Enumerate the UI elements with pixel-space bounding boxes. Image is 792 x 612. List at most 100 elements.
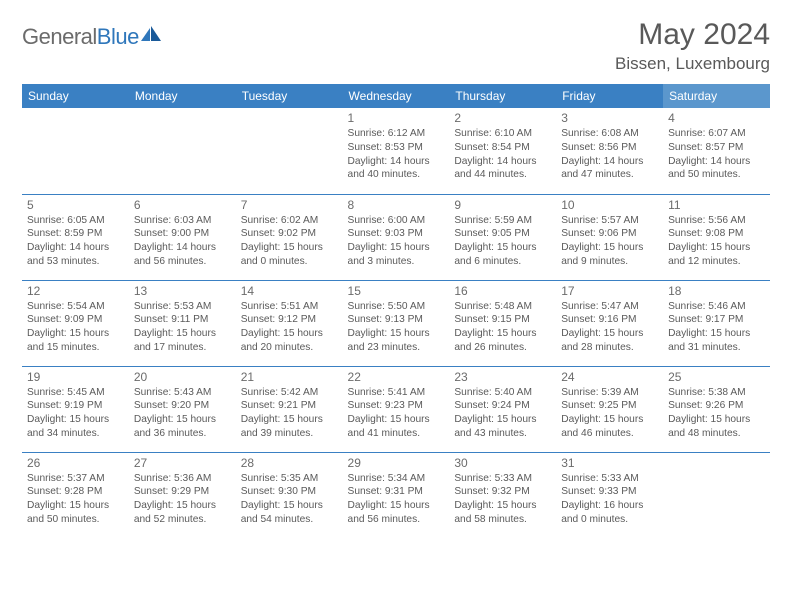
day-cell: 25Sunrise: 5:38 AMSunset: 9:26 PMDayligh… [663,366,770,452]
calendar-table: Sunday Monday Tuesday Wednesday Thursday… [22,84,770,538]
day-detail: Sunrise: 6:12 AMSunset: 8:53 PMDaylight:… [348,127,445,182]
day-cell: 30 Sunrise: 5:33 AMSunset: 9:32 PMDayligh… [449,452,556,538]
week-row: 5 Sunrise: 6:05 AMSunset: 8:59 PMDaylight… [22,194,770,280]
day-detail: Sunrise: 5:53 AMSunset: 9:11 PMDaylight:… [134,300,231,355]
day-number: 6 [134,198,231,212]
day-detail: Sunrise: 6:02 AMSunset: 9:02 PMDaylight:… [241,214,338,269]
header: GeneralBlue May 2024 Bissen, Luxembourg [22,18,770,74]
day-cell: 20 Sunrise: 5:43 AMSunset: 9:20 PMDayligh… [129,366,236,452]
logo-text-blue: Blue [97,24,139,50]
day-detail: Sunrise: 5:40 AMSunset: 9:24 PMDaylight:… [454,386,551,441]
day-detail: Sunrise: 6:00 AMSunset: 9:03 PMDaylight:… [348,214,445,269]
day-detail: Sunrise: 5:51 AMSunset: 9:12 PMDaylight:… [241,300,338,355]
day-cell: 24 Sunrise: 5:39 AMSunset: 9:25 PMDayligh… [556,366,663,452]
day-cell: 12 Sunrise: 5:54 AMSunset: 9:09 PMDayligh… [22,280,129,366]
week-row: 1 Sunrise: 6:12 AMSunset: 8:53 PMDaylight… [22,108,770,194]
day-detail: Sunrise: 6:03 AMSunset: 9:00 PMDaylight:… [134,214,231,269]
day-number: 4 [668,111,765,125]
day-detail: Sunrise: 6:07 AMSunset: 8:57 PMDaylight:… [668,127,765,182]
day-detail: Sunrise: 5:57 AMSunset: 9:06 PMDaylight:… [561,214,658,269]
day-number: 2 [454,111,551,125]
day-number: 24 [561,370,658,384]
dayheader-fri: Friday [556,84,663,108]
day-detail: Sunrise: 5:33 AMSunset: 9:32 PMDaylight:… [454,472,551,527]
week-row: 12 Sunrise: 5:54 AMSunset: 9:09 PMDayligh… [22,280,770,366]
location: Bissen, Luxembourg [615,54,770,74]
day-cell: 19 Sunrise: 5:45 AMSunset: 9:19 PMDayligh… [22,366,129,452]
day-number: 19 [27,370,124,384]
day-detail: Sunrise: 5:59 AMSunset: 9:05 PMDaylight:… [454,214,551,269]
day-number: 16 [454,284,551,298]
day-cell [22,108,129,194]
dayheader-tue: Tuesday [236,84,343,108]
day-number: 8 [348,198,445,212]
day-detail: Sunrise: 5:50 AMSunset: 9:13 PMDaylight:… [348,300,445,355]
day-number: 18 [668,284,765,298]
day-number: 26 [27,456,124,470]
week-row: 26Sunrise: 5:37 AMSunset: 9:28 PMDayligh… [22,452,770,538]
logo-sail-icon [141,26,163,47]
day-number: 1 [348,111,445,125]
logo-text-general: General [22,24,97,50]
day-cell: 15 Sunrise: 5:50 AMSunset: 9:13 PMDayligh… [343,280,450,366]
day-cell [663,452,770,538]
day-detail: Sunrise: 5:48 AMSunset: 9:15 PMDaylight:… [454,300,551,355]
day-cell [129,108,236,194]
day-cell: 31 Sunrise: 5:33 AMSunset: 9:33 PMDayligh… [556,452,663,538]
day-number: 30 [454,456,551,470]
day-number: 28 [241,456,338,470]
day-number: 15 [348,284,445,298]
dayheader-sat: Saturday [663,84,770,108]
day-number: 11 [668,198,765,212]
day-detail: Sunrise: 5:39 AMSunset: 9:25 PMDaylight:… [561,386,658,441]
month-title: May 2024 [615,18,770,52]
day-cell: 21Sunrise: 5:42 AMSunset: 9:21 PMDayligh… [236,366,343,452]
day-detail: Sunrise: 5:45 AMSunset: 9:19 PMDaylight:… [27,386,124,441]
day-detail: Sunrise: 5:46 AMSunset: 9:17 PMDaylight:… [668,300,765,355]
day-cell: 17Sunrise: 5:47 AMSunset: 9:16 PMDayligh… [556,280,663,366]
calendar-body: 1 Sunrise: 6:12 AMSunset: 8:53 PMDaylight… [22,108,770,538]
day-number: 27 [134,456,231,470]
dayheader-sun: Sunday [22,84,129,108]
day-header-row: Sunday Monday Tuesday Wednesday Thursday… [22,84,770,108]
day-cell: 8 Sunrise: 6:00 AMSunset: 9:03 PMDaylight… [343,194,450,280]
day-detail: Sunrise: 5:43 AMSunset: 9:20 PMDaylight:… [134,386,231,441]
day-detail: Sunrise: 5:41 AMSunset: 9:23 PMDaylight:… [348,386,445,441]
title-block: May 2024 Bissen, Luxembourg [615,18,770,74]
dayheader-wed: Wednesday [343,84,450,108]
day-number: 5 [27,198,124,212]
day-cell: 13Sunrise: 5:53 AMSunset: 9:11 PMDayligh… [129,280,236,366]
day-cell: 4 Sunrise: 6:07 AMSunset: 8:57 PMDaylight… [663,108,770,194]
day-detail: Sunrise: 5:38 AMSunset: 9:26 PMDaylight:… [668,386,765,441]
day-cell: 9Sunrise: 5:59 AMSunset: 9:05 PMDaylight… [449,194,556,280]
day-cell: 22Sunrise: 5:41 AMSunset: 9:23 PMDayligh… [343,366,450,452]
day-number: 31 [561,456,658,470]
day-number: 20 [134,370,231,384]
day-number: 14 [241,284,338,298]
day-detail: Sunrise: 6:10 AMSunset: 8:54 PMDaylight:… [454,127,551,182]
day-detail: Sunrise: 5:42 AMSunset: 9:21 PMDaylight:… [241,386,338,441]
calendar-page: GeneralBlue May 2024 Bissen, Luxembourg … [0,0,792,538]
day-cell: 18 Sunrise: 5:46 AMSunset: 9:17 PMDayligh… [663,280,770,366]
day-cell: 5 Sunrise: 6:05 AMSunset: 8:59 PMDaylight… [22,194,129,280]
day-cell: 14 Sunrise: 5:51 AMSunset: 9:12 PMDayligh… [236,280,343,366]
day-number: 17 [561,284,658,298]
logo: GeneralBlue [22,24,163,50]
day-number: 23 [454,370,551,384]
day-cell [236,108,343,194]
day-cell: 3Sunrise: 6:08 AMSunset: 8:56 PMDaylight… [556,108,663,194]
day-detail: Sunrise: 5:34 AMSunset: 9:31 PMDaylight:… [348,472,445,527]
day-number: 12 [27,284,124,298]
day-cell: 10 Sunrise: 5:57 AMSunset: 9:06 PMDayligh… [556,194,663,280]
day-detail: Sunrise: 6:05 AMSunset: 8:59 PMDaylight:… [27,214,124,269]
day-number: 7 [241,198,338,212]
day-number: 3 [561,111,658,125]
day-detail: Sunrise: 5:56 AMSunset: 9:08 PMDaylight:… [668,214,765,269]
day-number: 10 [561,198,658,212]
day-cell: 29Sunrise: 5:34 AMSunset: 9:31 PMDayligh… [343,452,450,538]
day-detail: Sunrise: 5:33 AMSunset: 9:33 PMDaylight:… [561,472,658,527]
day-detail: Sunrise: 5:35 AMSunset: 9:30 PMDaylight:… [241,472,338,527]
day-detail: Sunrise: 5:54 AMSunset: 9:09 PMDaylight:… [27,300,124,355]
dayheader-mon: Monday [129,84,236,108]
week-row: 19 Sunrise: 5:45 AMSunset: 9:19 PMDayligh… [22,366,770,452]
